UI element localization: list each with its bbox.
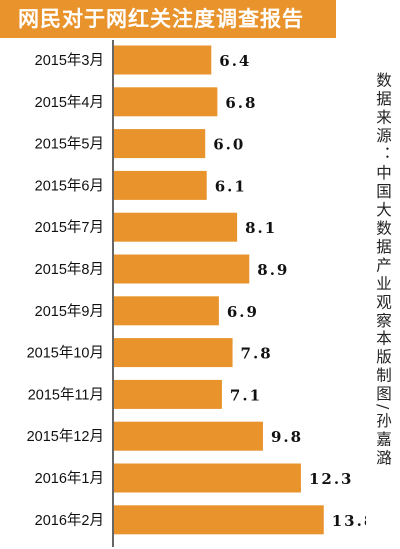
category-label: 2015年7月 — [35, 219, 104, 236]
bar — [114, 463, 301, 493]
value-label: 6.0 — [213, 136, 245, 154]
category-label: 2015年6月 — [35, 177, 104, 194]
category-label: 2015年5月 — [35, 136, 104, 153]
bar — [114, 45, 212, 75]
value-label: 8.1 — [245, 219, 277, 237]
data-source-note: 数据来源：中国大数据产业观察 — [374, 72, 392, 331]
bar — [114, 87, 218, 117]
bar — [114, 338, 233, 368]
bar — [114, 505, 324, 535]
category-label: 2015年11月 — [28, 386, 104, 403]
bar-chart: 2015年3月 6.4 2015年4月 6.8 2015年5月 6.0 2015年6月 6.1… — [27, 40, 366, 547]
chart-title: 网民对于网红关注度调查报告 — [0, 0, 336, 38]
category-label: 2015年8月 — [35, 261, 104, 278]
category-label: 2016年1月 — [35, 470, 104, 487]
category-label: 2015年3月 — [35, 52, 104, 69]
value-label: 12.3 — [309, 470, 354, 488]
bar — [114, 296, 219, 326]
bar — [114, 421, 263, 451]
bar — [114, 379, 222, 409]
chart-credit: 本版制图/孙嘉潞 — [374, 330, 392, 468]
value-label: 6.9 — [227, 303, 259, 321]
bar — [114, 129, 206, 159]
value-label: 6.4 — [219, 52, 251, 70]
value-label: 6.8 — [225, 94, 257, 112]
value-label: 13.8 — [332, 512, 366, 530]
value-label: 9.8 — [271, 428, 303, 446]
category-label: 2015年10月 — [27, 345, 104, 362]
category-label: 2015年9月 — [35, 303, 104, 320]
category-label: 2016年2月 — [35, 512, 104, 529]
bar — [114, 254, 250, 284]
value-label: 6.1 — [215, 177, 247, 195]
category-label: 2015年4月 — [35, 94, 104, 111]
value-label: 8.9 — [257, 261, 289, 279]
value-label: 7.1 — [230, 386, 262, 404]
bar — [114, 212, 238, 242]
category-label: 2015年12月 — [27, 428, 104, 445]
value-label: 7.8 — [241, 345, 273, 363]
bar — [114, 170, 207, 200]
